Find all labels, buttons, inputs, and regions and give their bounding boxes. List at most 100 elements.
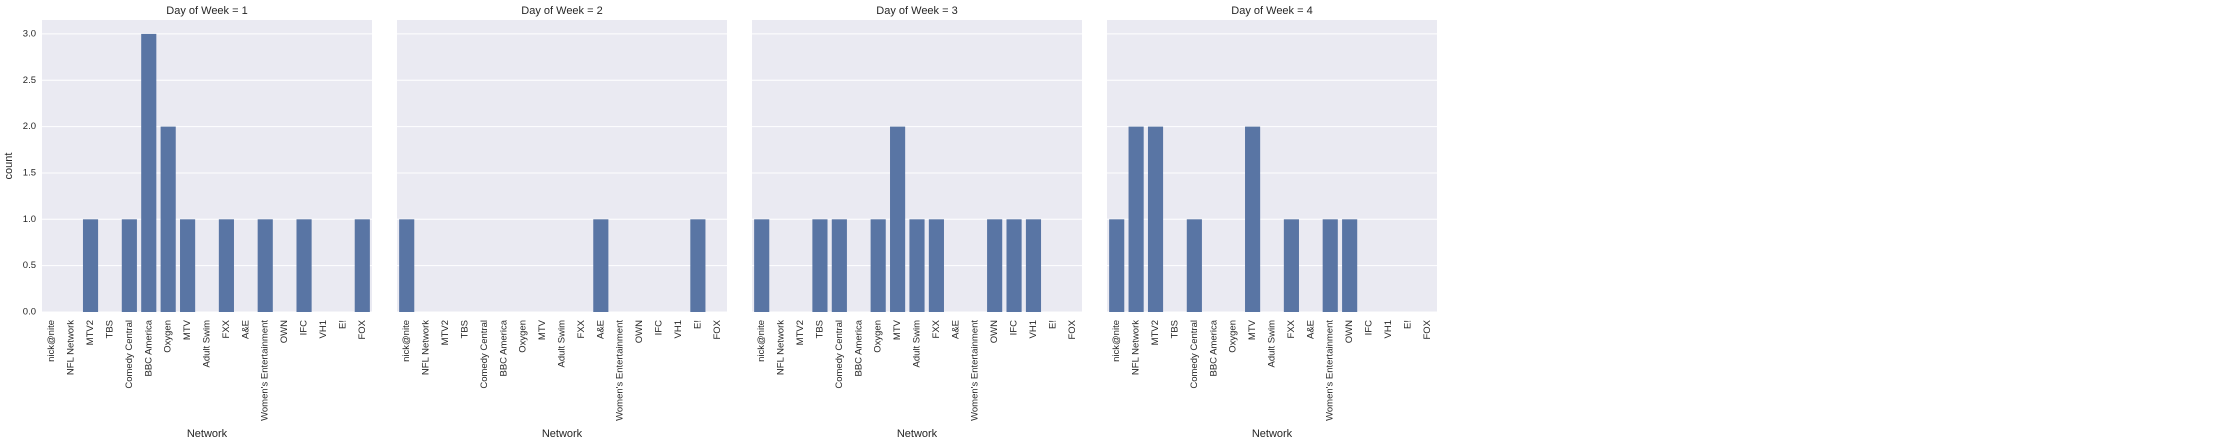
x-tick-label: Comedy Central xyxy=(124,320,135,389)
bar-0-2 xyxy=(82,219,99,312)
x-tick-label: Comedy Central xyxy=(834,320,845,389)
x-tick-label: Oxygen xyxy=(873,320,884,353)
x-tick-label: A&E xyxy=(595,320,606,339)
bar-2-0 xyxy=(754,219,770,312)
bar-0-7 xyxy=(180,219,196,312)
x-tick-label: NFL Network xyxy=(66,320,77,375)
x-tick-label: FOX xyxy=(1422,319,1433,339)
x-tick-label: MTV2 xyxy=(85,320,96,345)
x-tick-label: A&E xyxy=(950,320,961,339)
y-tick-label: 3.0 xyxy=(23,28,36,39)
bar-3-0 xyxy=(1109,219,1125,312)
x-tick-label: Oxygen xyxy=(1228,320,1239,353)
x-tick-label: E! xyxy=(1402,320,1413,329)
x-tick-label: NFL Network xyxy=(1131,320,1142,375)
x-tick-label: Women's Entertainment xyxy=(615,320,626,421)
bar-3-2 xyxy=(1147,126,1164,312)
bar-0-4 xyxy=(121,219,137,312)
x-tick-label: TBS xyxy=(1169,320,1180,338)
x-tick-label: Adult Swim xyxy=(202,320,213,368)
x-tick-label: Adult Swim xyxy=(912,320,923,368)
plot-area xyxy=(397,20,727,312)
x-tick-label: BBC America xyxy=(853,319,864,376)
x-tick-label: MTV xyxy=(892,319,903,340)
x-tick-label: OWN xyxy=(634,320,645,343)
x-tick-label: FXX xyxy=(1286,319,1297,338)
x-tick-label: FXX xyxy=(931,319,942,338)
facet-panel-1: Day of Week = 1 nick@nite NFL Network MTV2 T… xyxy=(42,5,372,440)
x-tick-label: MTV2 xyxy=(440,320,451,345)
y-tick-label: 2.0 xyxy=(23,121,36,132)
x-tick-label: MTV xyxy=(537,319,548,340)
bar-0-16 xyxy=(354,219,370,312)
x-tick-label: VH1 xyxy=(1028,320,1039,338)
x-tick-label: Women's Entertainment xyxy=(1325,320,1336,421)
bar-1-15 xyxy=(690,219,706,312)
x-tick-label: BBC America xyxy=(143,319,154,376)
x-axis-label: Network xyxy=(897,428,938,440)
bar-0-9 xyxy=(218,219,234,312)
x-tick-label: Comedy Central xyxy=(1189,320,1200,389)
y-tick-label: 1.5 xyxy=(23,167,36,178)
x-tick-label: MTV2 xyxy=(795,320,806,345)
x-tick-label: A&E xyxy=(1305,320,1316,339)
x-tick-label: OWN xyxy=(1344,320,1355,343)
x-tick-label: Comedy Central xyxy=(479,320,490,389)
x-tick-label: nick@nite xyxy=(401,320,412,362)
panel-title: Day of Week = 3 xyxy=(876,5,957,17)
y-tick-label: 0.0 xyxy=(23,307,36,318)
x-tick-label: FOX xyxy=(1067,319,1078,339)
bar-0-6 xyxy=(160,126,176,312)
x-tick-label: NFL Network xyxy=(421,320,432,375)
bar-3-11 xyxy=(1322,219,1338,312)
x-tick-label: FXX xyxy=(221,319,232,338)
facet-panel-4: Day of Week = 4 nick@nite NFL Network MTV2 T… xyxy=(1107,5,1437,440)
bar-2-6 xyxy=(870,219,886,312)
bar-3-12 xyxy=(1342,219,1358,312)
x-tick-label: VH1 xyxy=(673,320,684,338)
x-tick-label: MTV2 xyxy=(1150,320,1161,345)
bar-2-12 xyxy=(987,219,1003,312)
x-tick-label: IFC xyxy=(654,320,665,335)
bar-2-9 xyxy=(928,219,944,312)
x-tick-label: TBS xyxy=(104,320,115,338)
x-tick-label: MTV xyxy=(1247,319,1258,340)
x-tick-label: FOX xyxy=(712,319,723,339)
facet-panel-2: Day of Week = 2 nick@nite NFL Network MTV2 T… xyxy=(397,5,727,440)
x-tick-label: Women's Entertainment xyxy=(260,320,271,421)
bar-0-11 xyxy=(257,219,273,312)
x-tick-label: BBC America xyxy=(1208,319,1219,376)
panel-title: Day of Week = 4 xyxy=(1231,5,1312,17)
x-tick-label: VH1 xyxy=(1383,320,1394,338)
bar-1-0 xyxy=(399,219,415,312)
x-tick-label: FXX xyxy=(576,319,587,338)
bar-2-4 xyxy=(831,219,847,312)
x-tick-label: E! xyxy=(1047,320,1058,329)
bar-3-9 xyxy=(1283,219,1299,312)
x-tick-label: Adult Swim xyxy=(557,320,568,368)
panel-title: Day of Week = 1 xyxy=(166,5,247,17)
x-axis-label: Network xyxy=(1252,428,1293,440)
x-tick-label: E! xyxy=(692,320,703,329)
x-tick-label: A&E xyxy=(240,320,251,339)
bar-2-8 xyxy=(909,219,925,312)
bar-2-3 xyxy=(812,219,828,312)
x-tick-label: nick@nite xyxy=(46,320,57,362)
x-tick-label: IFC xyxy=(299,320,310,335)
x-tick-label: E! xyxy=(337,320,348,329)
x-tick-label: OWN xyxy=(279,320,290,343)
x-axis-label: Network xyxy=(187,428,228,440)
bar-0-13 xyxy=(296,219,312,312)
y-tick-label: 2.5 xyxy=(23,75,36,86)
x-tick-label: IFC xyxy=(1009,320,1020,335)
bar-1-10 xyxy=(593,219,609,312)
panel-title: Day of Week = 2 xyxy=(521,5,602,17)
bar-2-14 xyxy=(1025,219,1042,312)
bar-2-13 xyxy=(1006,219,1022,312)
x-tick-label: TBS xyxy=(814,320,825,338)
bar-3-4 xyxy=(1186,219,1202,312)
x-tick-label: OWN xyxy=(989,320,1000,343)
y-axis-label: count xyxy=(3,153,15,180)
x-tick-label: Oxygen xyxy=(163,320,174,353)
